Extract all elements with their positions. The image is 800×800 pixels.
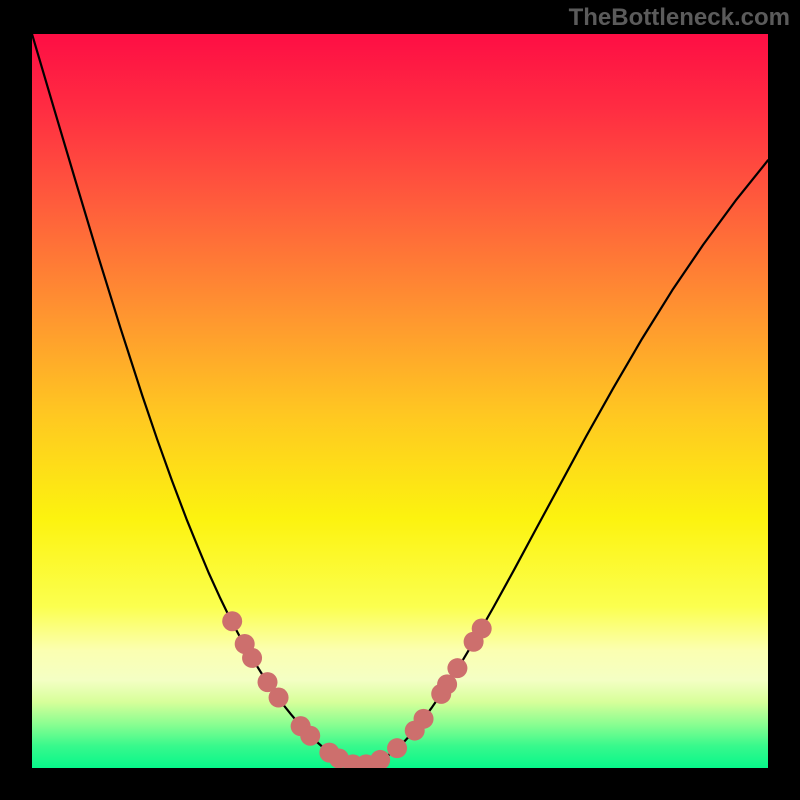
curve-marker (447, 658, 467, 678)
gradient-background (32, 34, 768, 768)
curve-marker (222, 611, 242, 631)
curve-marker (387, 738, 407, 758)
chart-outer: TheBottleneck.com (0, 0, 800, 800)
plot-area (32, 34, 768, 768)
curve-marker (242, 648, 262, 668)
curve-marker (414, 709, 434, 729)
watermark-text: TheBottleneck.com (569, 4, 790, 32)
curve-marker (269, 688, 289, 708)
curve-marker (300, 726, 320, 746)
curve-marker (472, 619, 492, 639)
plot-svg (32, 34, 768, 768)
